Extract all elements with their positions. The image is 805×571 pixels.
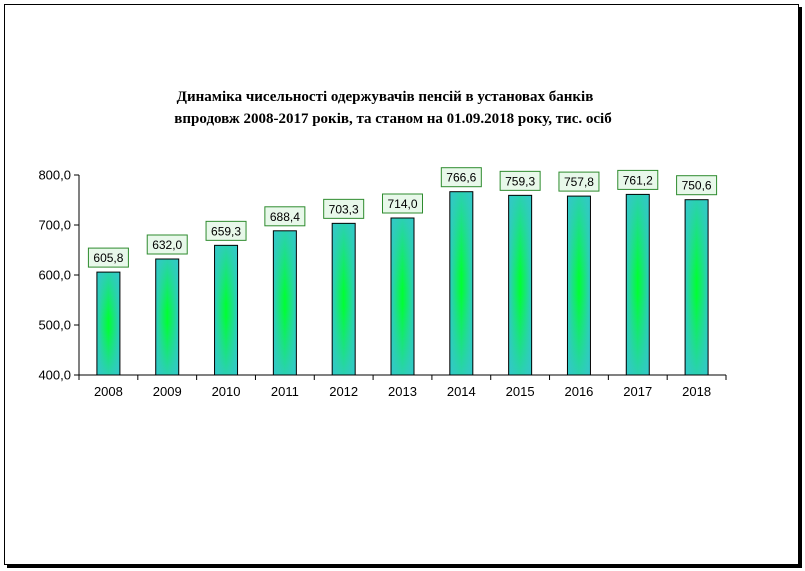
- axes: 400,0 500,0 600,0 700,0 800,0 2008 2009 2010 201…: [38, 168, 727, 399]
- y-tick-label: 700,0: [38, 218, 71, 233]
- data-label-text: 761,2: [623, 173, 653, 187]
- data-label: 632,0: [146, 234, 188, 255]
- data-label-text: 750,6: [682, 179, 712, 193]
- bar-shade: [567, 196, 591, 375]
- data-labels: 605,8 632,0 659,3 688,4 703,3 714,0 766,6 759,3…: [87, 167, 718, 268]
- data-label-text: 757,8: [564, 175, 594, 189]
- data-label: 759,3: [499, 170, 541, 191]
- data-label-box: [676, 175, 718, 196]
- y-tick-label: 800,0: [38, 168, 71, 183]
- data-label-box: [499, 170, 541, 191]
- bar-outline: [508, 194, 533, 376]
- data-label-text: 766,6: [446, 171, 476, 185]
- chart-title-line-1: Динаміка чисельності одержувачів пенсій …: [177, 89, 594, 105]
- data-label: 714,0: [382, 193, 423, 214]
- bar: [625, 193, 650, 376]
- x-tick-label: 2018: [682, 384, 711, 399]
- chart-title: Динаміка чисельності одержувачів пенсій …: [174, 89, 611, 127]
- bar-shade: [214, 245, 238, 375]
- x-tick-label: 2008: [94, 384, 123, 399]
- x-tick-label: 2009: [153, 384, 182, 399]
- bar: [214, 244, 239, 376]
- data-label: 659,3: [205, 220, 247, 241]
- bar-outline: [566, 195, 591, 376]
- bar-shade: [449, 191, 473, 375]
- x-tick-label: 2013: [388, 384, 417, 399]
- bar-shade: [332, 223, 356, 375]
- bar-outline: [272, 230, 297, 376]
- bar-shade: [508, 195, 532, 375]
- bar: [508, 194, 533, 376]
- bar: [449, 191, 474, 376]
- bar-outline: [684, 199, 709, 376]
- data-label-text: 759,3: [505, 174, 535, 188]
- chart-frame: Динаміка чисельності одержувачів пенсій …: [4, 4, 799, 565]
- x-tick-label: 2010: [212, 384, 241, 399]
- bar: [566, 195, 591, 376]
- data-label: 688,4: [264, 206, 306, 227]
- bar: [331, 222, 356, 376]
- bar: [272, 230, 297, 376]
- data-label-text: 688,4: [270, 210, 300, 224]
- bar-outline: [331, 222, 356, 376]
- data-label-box: [382, 193, 423, 214]
- bar-shade: [626, 194, 650, 375]
- bar-outline: [625, 193, 650, 376]
- bar-shade: [391, 218, 414, 375]
- data-label-box: [264, 206, 306, 227]
- bar-outline: [96, 271, 121, 376]
- data-label-text: 703,3: [329, 202, 359, 216]
- y-tick-label: 400,0: [38, 368, 71, 383]
- x-tick-label: 2014: [447, 384, 476, 399]
- bar-outline: [449, 191, 474, 376]
- bar: [155, 258, 180, 376]
- x-tick-label: 2011: [271, 384, 299, 399]
- data-label: 757,8: [558, 171, 600, 192]
- bar-outline: [155, 258, 180, 376]
- data-label-box: [87, 247, 129, 268]
- data-label-text: 714,0: [387, 197, 417, 211]
- bar-outline: [214, 244, 239, 376]
- data-label-text: 632,0: [152, 238, 182, 252]
- data-label-text: 605,8: [93, 251, 123, 265]
- data-label-box: [558, 171, 600, 192]
- x-tick-label: 2017: [623, 384, 652, 399]
- data-label: 750,6: [676, 175, 718, 196]
- x-tick-label: 2012: [329, 384, 358, 399]
- data-label-box: [323, 198, 365, 219]
- bars: [96, 191, 709, 376]
- chart-title-line-2: впродовж 2008-2017 років, та станом на 0…: [174, 111, 611, 127]
- bar-shade: [96, 272, 120, 375]
- data-label-box: [146, 234, 188, 255]
- data-label: 761,2: [617, 169, 659, 190]
- x-tick-label: 2015: [506, 384, 535, 399]
- bar: [390, 217, 415, 376]
- x-tick-label: 2016: [564, 384, 593, 399]
- y-tick-label: 600,0: [38, 268, 71, 283]
- data-label-box: [205, 220, 247, 241]
- bar-chart: Динаміка чисельності одержувачів пенсій …: [38, 89, 727, 399]
- data-label: 605,8: [87, 247, 129, 268]
- data-label-text: 659,3: [211, 224, 241, 238]
- y-tick-label: 500,0: [38, 318, 71, 333]
- data-label-box: [440, 167, 482, 188]
- data-label-box: [617, 169, 659, 190]
- bar-shade: [273, 230, 297, 375]
- bar: [684, 199, 709, 376]
- data-label: 766,6: [440, 167, 482, 188]
- bar-shade: [685, 199, 709, 375]
- bar: [96, 271, 121, 376]
- bar-outline: [390, 217, 415, 376]
- data-label: 703,3: [323, 198, 365, 219]
- bar-shade: [155, 259, 179, 375]
